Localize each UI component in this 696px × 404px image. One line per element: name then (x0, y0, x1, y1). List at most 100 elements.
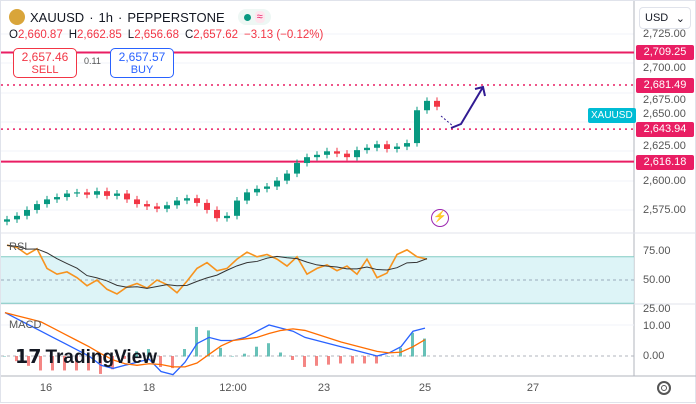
macd-histogram-bar (39, 356, 42, 371)
price-axis-label: 2,575.00 (643, 204, 686, 216)
settings-icon[interactable] (657, 381, 671, 395)
candle-body (394, 146, 400, 149)
sell-price: 2,657.46 (21, 50, 69, 64)
symbol-header[interactable]: XAUUSD · 1h · PEPPERSTONE ≈ (9, 9, 271, 25)
candle-body (224, 215, 230, 219)
macd-histogram-bar (111, 356, 114, 370)
change-value: −3.13 (−0.12%) (244, 29, 324, 41)
macd-histogram-bar (339, 356, 342, 364)
macd-histogram-bar (243, 353, 246, 357)
macd-histogram-bar (219, 347, 222, 357)
market-status[interactable]: ≈ (237, 9, 271, 25)
candle-body (124, 193, 130, 200)
macd-histogram-bar (15, 356, 18, 362)
macd-histogram-bar (87, 356, 90, 371)
candle-body (24, 209, 30, 216)
macd-histogram-bar (303, 356, 306, 367)
candle-body (114, 193, 120, 196)
time-label: 23 (317, 382, 331, 394)
lightning-icon[interactable]: ⚡ (431, 209, 449, 227)
wave-icon: ≈ (254, 11, 265, 23)
macd-histogram-bar (291, 356, 294, 360)
open-value: 2,660.87 (17, 29, 63, 41)
candle-body (44, 199, 50, 205)
candle-body (324, 151, 330, 155)
time-label: 27 (526, 382, 540, 394)
macd-histogram-bar (147, 349, 150, 357)
level-tag: 2,681.49 (636, 78, 694, 93)
candle-body (194, 198, 200, 203)
candle-body (274, 180, 280, 187)
high-value: 2,662.85 (77, 29, 122, 41)
candle-body (94, 191, 100, 195)
level-tag: 2,709.25 (636, 45, 694, 60)
level-tag: 2,643.94 (636, 122, 694, 137)
watermark-text: TradingView (45, 346, 158, 368)
macd-histogram-bar (231, 356, 234, 357)
signal-line (4, 311, 426, 368)
projection-dash (440, 115, 454, 127)
macd-histogram-bar (387, 356, 390, 357)
buy-button[interactable]: 2,657.57 BUY (110, 48, 174, 78)
ohlc-values: O2,660.87 H2,662.85 L2,656.68 C2,657.62 … (9, 29, 323, 41)
macd-label[interactable]: MACD (9, 319, 42, 331)
candle-body (264, 186, 270, 189)
open-label: O (9, 29, 18, 41)
low-label: L (127, 29, 135, 41)
macd-histogram-bar (51, 356, 54, 371)
candle-body (154, 206, 160, 209)
candle-body (54, 197, 60, 200)
time-label: 16 (39, 382, 53, 394)
candle-body (284, 173, 290, 181)
candle-body (344, 153, 350, 158)
market-open-icon (243, 13, 251, 21)
macd-histogram-bar (159, 356, 162, 367)
time-label: 12:00 (219, 382, 247, 394)
macd-histogram-bar (363, 356, 366, 364)
candle-body (104, 191, 110, 196)
candle-body (404, 143, 410, 147)
macd-axis-label: 0.00 (643, 350, 665, 362)
candle-body (354, 150, 360, 158)
time-label: 18 (142, 382, 156, 394)
candle-body (64, 193, 70, 198)
macd-histogram-bar (3, 356, 6, 357)
candle-body (84, 192, 90, 195)
candle-body (134, 199, 140, 205)
macd-histogram-bar (207, 330, 210, 357)
candle-body (164, 205, 170, 209)
candle-body (384, 144, 390, 149)
candle-body (374, 144, 380, 148)
macd-histogram-bar (75, 356, 78, 371)
gold-logo-icon (9, 9, 25, 25)
candle-body (244, 192, 250, 201)
interval[interactable]: 1h (98, 9, 113, 25)
symbol-name: XAUUSD (30, 9, 85, 25)
price-axis-label: 2,600.00 (643, 175, 686, 187)
macd-histogram-bar (423, 338, 426, 357)
macd-histogram-bar (27, 356, 30, 366)
rsi-ma-line (6, 244, 428, 289)
rsi-axis-label: 75.00 (643, 245, 671, 257)
close-value: 2,657.62 (193, 29, 239, 41)
candle-body (144, 204, 150, 207)
buy-price: 2,657.57 (118, 50, 166, 64)
rsi-label[interactable]: RSI (9, 241, 28, 253)
macd-histogram-bar (411, 332, 414, 357)
spread: 0.11 (84, 56, 101, 66)
macd-histogram-bar (63, 356, 66, 371)
macd-axis-label: 10.00 (643, 320, 671, 332)
low-value: 2,656.68 (134, 29, 179, 41)
currency-select[interactable]: USD ⌄ (639, 7, 691, 29)
macd-histogram-bar (171, 356, 174, 369)
macd-histogram-bar (123, 356, 126, 359)
candle-body (254, 188, 260, 193)
sell-button[interactable]: 2,657.46 SELL (13, 48, 77, 78)
projection-arrow (450, 85, 486, 129)
price-axis-label: 2,700.00 (643, 62, 686, 74)
high-label: H (68, 29, 78, 41)
rsi-axis-label: 50.00 (643, 274, 671, 286)
candle-body (214, 209, 220, 219)
